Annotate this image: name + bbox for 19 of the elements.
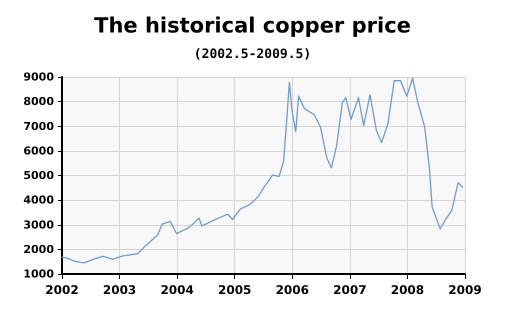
y-tick-label: 6000 (23, 144, 54, 158)
x-tick-label: 2005 (218, 283, 252, 297)
chart-subtitle: (2002.5-2009.5) (194, 47, 312, 62)
x-tick-label: 2009 (448, 283, 482, 297)
y-tick-label: 3000 (23, 218, 54, 232)
x-tick-label: 2003 (102, 283, 136, 297)
y-tick-label: 4000 (23, 194, 54, 207)
x-tick-label: 2004 (160, 283, 194, 297)
x-tick-label: 2007 (333, 283, 367, 297)
y-tick-label: 8000 (23, 95, 54, 108)
y-tick-label: 1000 (23, 268, 54, 280)
y-tick-label: 9000 (23, 70, 54, 84)
x-tick-label: 2002 (45, 283, 79, 297)
x-tick-label: 2006 (276, 283, 309, 297)
y-tick-label: 2000 (23, 242, 54, 256)
chart-title: The historical copper price (94, 14, 411, 38)
y-tick-label: 5000 (23, 169, 54, 182)
x-tick-label: 2008 (390, 283, 424, 297)
y-tick-label: 7000 (23, 120, 54, 133)
